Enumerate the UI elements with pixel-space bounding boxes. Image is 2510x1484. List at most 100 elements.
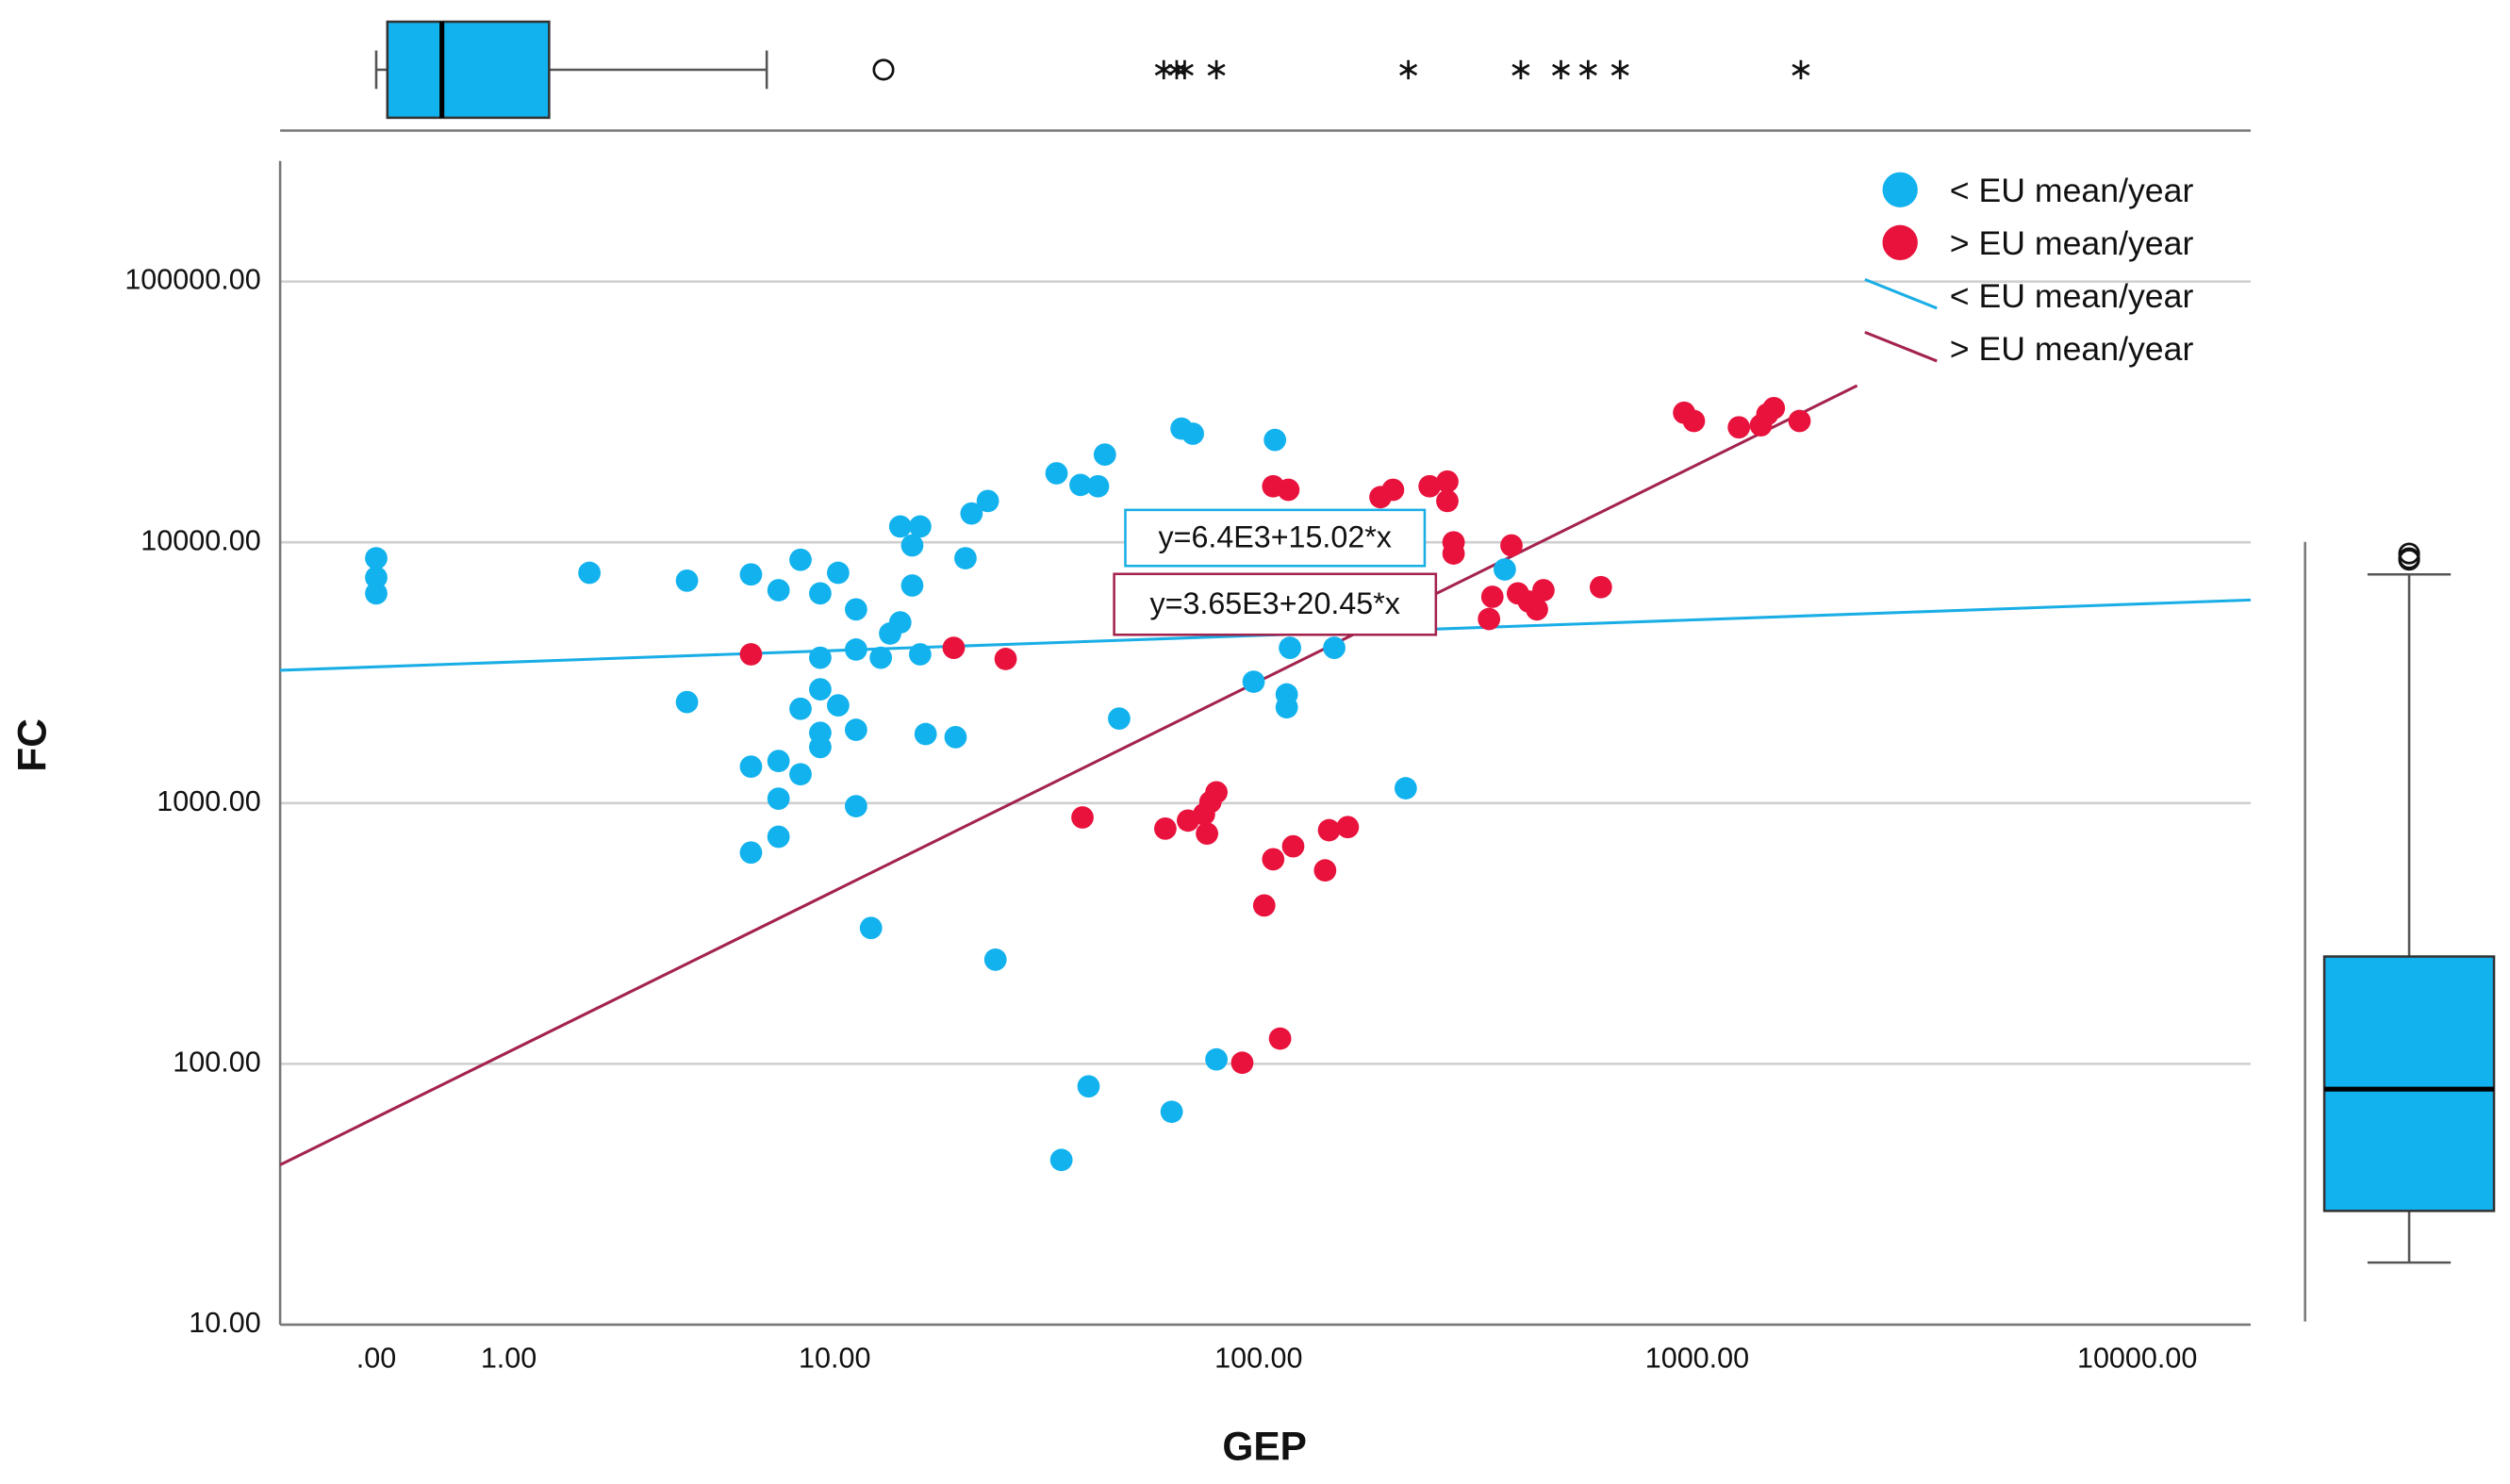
scatter-point [739, 755, 763, 778]
y-axis-title: FC [10, 718, 55, 772]
scatter-point [1532, 579, 1555, 602]
scatter-point [1263, 428, 1287, 452]
scatter-point [675, 690, 699, 714]
extreme-marker [1167, 59, 1186, 80]
extreme-stroke [1511, 63, 1530, 76]
fit-annotation: y=6.4E3+15.02*x [1158, 520, 1391, 554]
x-tick-label: 1.00 [481, 1342, 537, 1374]
scatter-point [1154, 817, 1177, 840]
y-tick-label: 100000.00 [124, 264, 260, 296]
scatter-point [1181, 422, 1204, 445]
scatter-point [809, 582, 832, 605]
extreme-stroke [1610, 63, 1629, 76]
extreme-stroke [1578, 63, 1597, 76]
scatter-point [1526, 598, 1548, 621]
scatter-point [908, 643, 932, 666]
scatter-point [845, 795, 867, 817]
scatter-point [954, 547, 977, 569]
scatter-point [1381, 478, 1405, 502]
fit-annotation: y=3.65E3+20.45*x [1150, 586, 1400, 620]
scatter-point [1394, 777, 1417, 800]
outlier [2398, 549, 2420, 571]
scatter-point [1086, 474, 1110, 498]
scatter-point [1275, 696, 1298, 719]
scatter-point [365, 582, 388, 605]
scatter-point [1205, 781, 1228, 804]
x-tick-label: 10000.00 [2077, 1342, 2197, 1374]
legend-marker [1882, 224, 1918, 260]
scatter-point [845, 718, 867, 741]
scatter-point [1049, 1148, 1073, 1172]
scatter-point [809, 735, 832, 759]
scatter-point [809, 646, 832, 669]
scatter-point [1788, 409, 1811, 433]
scatter-point [1442, 542, 1465, 565]
x-axis-title: GEP [1222, 1425, 1307, 1469]
scatter-point [1093, 443, 1116, 467]
scatter-point [983, 948, 1007, 971]
scatter-point [365, 547, 388, 569]
scatter-point [1418, 474, 1442, 498]
annotation-box [1124, 508, 1427, 568]
scatter-point [888, 515, 912, 538]
scatter-point [1045, 462, 1068, 485]
scatter-point [1589, 575, 1612, 599]
x-tick-label: 10.00 [799, 1342, 870, 1374]
scatter-point [1682, 409, 1706, 433]
scatter-point [1762, 397, 1786, 420]
scatter-point [1313, 859, 1337, 882]
scatter-point [365, 566, 388, 589]
scatter-point [994, 648, 1017, 670]
scatter-point [1242, 670, 1265, 693]
legend-label: > EU mean/year [1950, 224, 2194, 262]
scatter-point [1069, 473, 1092, 497]
scatter-point [827, 561, 850, 585]
scatter-point [1205, 1047, 1228, 1071]
scatter-point [767, 750, 790, 773]
scatter-point [900, 574, 924, 597]
extreme-marker [1551, 59, 1570, 80]
scatter-point [827, 694, 850, 717]
extreme-marker [1207, 59, 1226, 80]
scatter-point [1196, 822, 1218, 846]
scatter-point [1494, 558, 1516, 581]
box [386, 20, 551, 120]
y-tick-label: 10000.00 [140, 524, 260, 556]
scatter-point [1281, 834, 1305, 858]
extreme-marker [1792, 59, 1810, 80]
scatter-point [1268, 1027, 1292, 1050]
scatter-point [767, 787, 790, 810]
scatter-point [869, 646, 893, 669]
scatter-point [1480, 585, 1504, 608]
extreme-stroke [1792, 63, 1810, 76]
legend-label: > EU mean/year [1950, 330, 2194, 368]
scatter-point [845, 638, 867, 661]
scatter-point [944, 725, 967, 749]
extreme-stroke [1175, 63, 1194, 76]
extreme-marker [1399, 59, 1418, 80]
scatter-point [960, 502, 983, 525]
scatter-point [1478, 607, 1501, 631]
extreme-stroke [1551, 63, 1570, 76]
scatter-point [1252, 894, 1276, 917]
y-tick-label: 100.00 [173, 1046, 260, 1078]
scatter-point [1727, 416, 1751, 439]
legend-marker [1882, 172, 1918, 207]
scatter-point [789, 548, 812, 571]
scatter-point [809, 678, 832, 701]
extreme-stroke [1207, 63, 1226, 76]
extreme-marker [1578, 59, 1597, 80]
scatter-point [1108, 707, 1131, 730]
scatter-point [908, 515, 932, 538]
scatter-point [900, 534, 924, 557]
scatter-point [845, 598, 867, 621]
scatter-point [976, 489, 999, 513]
extreme-stroke [1399, 63, 1418, 76]
scatter-point [1277, 478, 1300, 502]
fit-line [279, 384, 1858, 1166]
outlier [872, 58, 895, 81]
scatter-point [767, 579, 790, 602]
scatter-point [789, 763, 812, 786]
